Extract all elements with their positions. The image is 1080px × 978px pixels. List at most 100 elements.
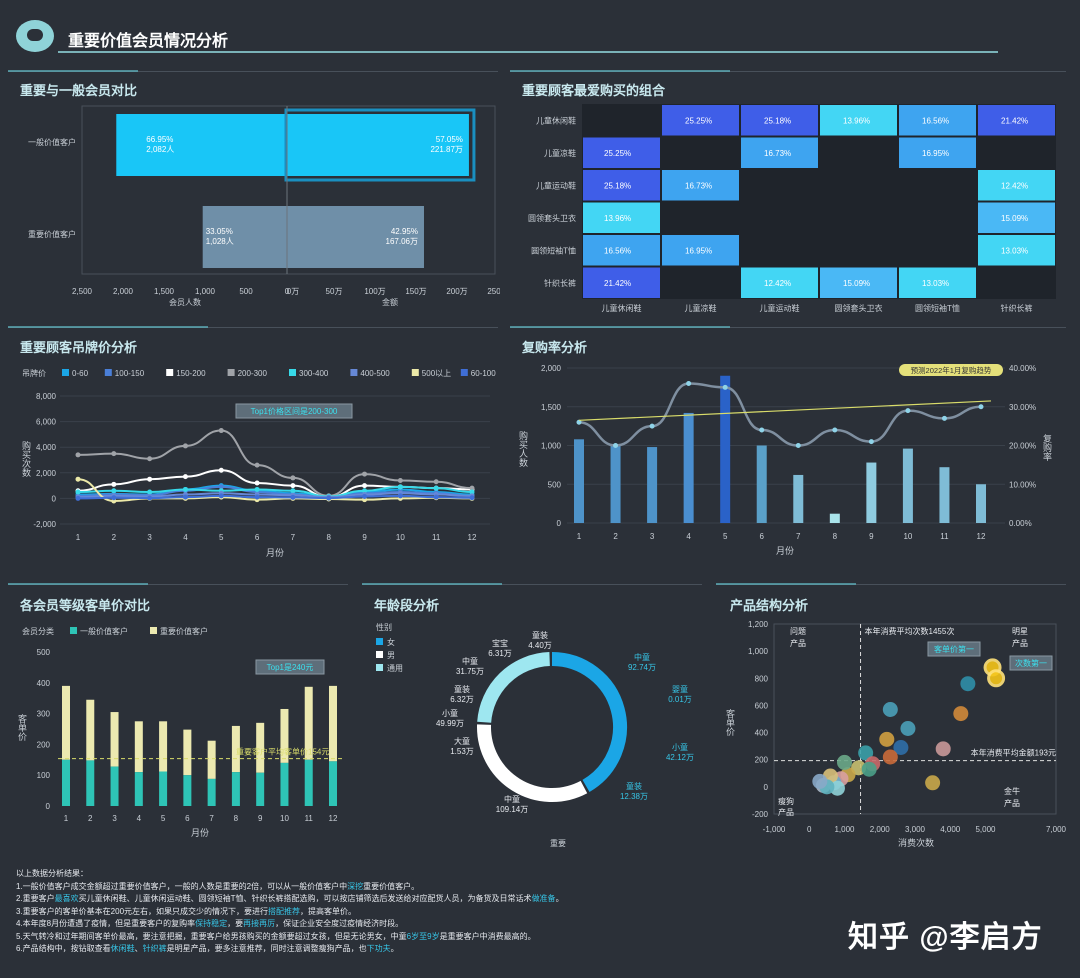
- x-tick-label: 500: [239, 287, 253, 296]
- heatmap-cell: [741, 105, 818, 136]
- cell-label: 16.56%: [922, 116, 949, 125]
- x-axis-label: 月份: [191, 827, 209, 838]
- data-point: [397, 493, 403, 499]
- cell-label: 16.73%: [764, 149, 791, 158]
- y2-tick-label: 20.00%: [1009, 442, 1036, 451]
- notes-line: 1.一般价值客户成交金额超过重要价值客户，一般的人数是重要的2倍，可以从一般价值…: [16, 881, 420, 891]
- annotation-box: [255, 659, 325, 675]
- data-point: [397, 484, 403, 490]
- data-point: [290, 483, 296, 489]
- notes-line: 2.重要客户最喜欢买儿童休闲鞋、儿童休闲运动鞋、圆领短袖T恤、针织长裤搭配选购，…: [16, 894, 564, 903]
- bar-general: [231, 772, 240, 806]
- x-tick-label: 8: [234, 814, 239, 823]
- col-label: 针织长裤: [1001, 303, 1033, 313]
- rate-line: [578, 382, 982, 447]
- category-label: 一般价值客户: [28, 137, 76, 147]
- bar-label: 1,028人: [206, 237, 234, 246]
- annotation-box: [235, 403, 353, 419]
- bar: [574, 439, 584, 523]
- data-point: [182, 486, 188, 492]
- bar-label: 33.05%: [206, 227, 233, 236]
- plot-frame: [81, 105, 496, 275]
- x-tick-label: 1,500: [154, 287, 175, 296]
- x-tick-label: 3,000: [905, 825, 926, 834]
- data-point: [182, 443, 188, 449]
- header: 重要价值会员情况分析: [0, 0, 1080, 58]
- data-point: [290, 488, 296, 494]
- divider: [8, 71, 498, 72]
- divider-accent: [716, 583, 856, 585]
- heatmap-cell: [583, 137, 660, 168]
- callout-box: [927, 641, 981, 657]
- legend-swatch: [104, 369, 112, 376]
- rate-point: [868, 439, 874, 445]
- bar-label: 66.95%: [146, 135, 173, 144]
- x-tick-label: 2,000: [113, 287, 134, 296]
- data-point: [218, 484, 224, 490]
- data-point: [147, 489, 153, 495]
- cell-label: 21.42%: [604, 279, 631, 288]
- avg-label: 重要客户平均客单价154元: [236, 747, 329, 757]
- data-bubble: [882, 702, 898, 717]
- x-tick-label: 10: [903, 532, 912, 541]
- x-tick-label: 12: [468, 533, 477, 542]
- bar-important: [183, 729, 192, 776]
- y-tick-label: -200: [752, 810, 769, 819]
- data-bubble: [861, 761, 877, 777]
- legend-label: 女: [387, 637, 395, 647]
- x-axis-label: 金额: [382, 297, 398, 307]
- slice-label: 小童: [672, 742, 688, 752]
- quadrant-label: 产品: [1012, 638, 1028, 648]
- bar-important: [280, 708, 289, 763]
- row-label: 儿童运动鞋: [536, 180, 576, 190]
- heatmap-cell: [820, 267, 897, 298]
- heatmap-cell: [978, 105, 1055, 136]
- x-tick-label: 9: [362, 533, 367, 542]
- bar: [756, 445, 767, 523]
- legend-swatch: [350, 369, 358, 376]
- data-point: [111, 451, 117, 457]
- bar-important: [207, 740, 216, 779]
- x-tick-label: 1: [577, 532, 582, 541]
- data-point: [75, 452, 81, 458]
- notes-title: 以上数据分析结果：: [16, 869, 88, 878]
- x-tick-label: 7: [796, 532, 801, 541]
- legend-swatch: [289, 369, 296, 376]
- vline-label: 本年消费平均次数1455次: [865, 626, 955, 636]
- bar-label: 221.87万: [430, 145, 462, 154]
- data-bubble: [812, 773, 828, 789]
- x-axis-label: 月份: [266, 547, 284, 558]
- data-point: [326, 495, 332, 501]
- cell-label: 13.03%: [1001, 246, 1028, 255]
- slice-label: 中童: [504, 794, 520, 804]
- data-bubble: [900, 721, 916, 736]
- annotation-text: Top1是240元: [267, 663, 314, 672]
- data-bubble: [935, 741, 951, 757]
- legend-swatch: [376, 651, 383, 658]
- data-point: [362, 493, 368, 499]
- x-tick-label: 2,000: [870, 825, 891, 834]
- x-tick-label: 5: [161, 814, 166, 823]
- divider: [510, 71, 1066, 72]
- category-label: 重要价值客户: [28, 229, 76, 239]
- right-bar: [287, 114, 469, 176]
- rate-point: [613, 443, 619, 448]
- bar-general: [256, 772, 265, 806]
- quadrant-label: 金牛: [1004, 786, 1020, 796]
- price-line-chart: 吊牌价 0-60 100-150 150-200 200-300 300-400 400-5…: [21, 368, 496, 558]
- slice-label: 中童: [462, 656, 478, 666]
- bar-important: [304, 686, 313, 760]
- bar-important: [134, 721, 143, 773]
- x-tick-label: 1: [64, 814, 69, 823]
- x-tick-label: 2,500: [72, 287, 93, 296]
- data-point: [218, 428, 224, 434]
- heatmap-cell: [978, 202, 1055, 233]
- right-bar: [287, 206, 424, 268]
- data-point: [254, 480, 260, 486]
- panel-title-repurchase: 复购率分析: [522, 340, 588, 355]
- left-bar: [116, 114, 287, 176]
- data-point: [469, 495, 475, 501]
- y-tick-label: 0: [557, 519, 562, 528]
- donut-segment-male: [477, 724, 588, 802]
